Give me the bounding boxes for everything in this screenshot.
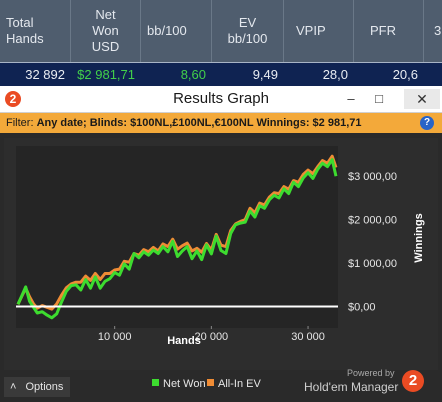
y-tick-label: $2 000,00 [348, 215, 397, 227]
header-ev-bb100[interactable]: EV bb/100 [212, 0, 284, 62]
legend-swatch [207, 379, 214, 386]
stats-table-header: Total Hands Net Won USD bb/100 EV bb/100… [0, 0, 442, 63]
y-tick-label: $0,00 [348, 301, 376, 313]
brand-name: Hold'em Manager [304, 380, 399, 394]
results-graph-window: 2 Results Graph – □ ✕ Filter: Any date; … [0, 86, 442, 402]
window-titlebar[interactable]: 2 Results Graph – □ ✕ [0, 86, 442, 113]
y-axis-label: Winnings [413, 213, 425, 262]
minimize-button[interactable]: – [347, 91, 355, 106]
help-icon[interactable]: ? [420, 116, 434, 130]
header-text: bb/100 [227, 31, 268, 46]
hem2-brand-logo-icon: 2 [402, 370, 424, 392]
results-chart: 10 000 20 000 30 000 $0,00 $1 000,00 $2 000,0… [4, 138, 438, 370]
hem2-logo-icon: 2 [5, 91, 21, 107]
header-3bet[interactable]: 3B [424, 0, 442, 62]
header-text: Net [95, 7, 116, 22]
options-label: Options [25, 381, 64, 393]
results-chart-svg: 10 000 20 000 30 000 $0,00 $1 000,00 $2 000,0… [16, 146, 425, 347]
header-text: VPIP [296, 23, 326, 38]
header-text: PFR [370, 23, 396, 38]
maximize-button[interactable]: □ [375, 91, 383, 106]
header-net-won[interactable]: Net Won USD [71, 0, 141, 62]
x-axis-label: Hands [167, 335, 201, 347]
x-tick-label: 20 000 [195, 331, 229, 343]
header-text: Hands [6, 31, 44, 46]
header-total-hands[interactable]: Total Hands [0, 0, 71, 62]
value-bb100: 8,60 [180, 67, 206, 82]
y-tick-label: $1 000,00 [348, 258, 397, 270]
legend-all-in-ev: All-In EV [207, 378, 261, 390]
y-tick-label: $3 000,00 [348, 171, 397, 183]
x-tick-label: 10 000 [98, 331, 132, 343]
legend-net-won: Net Won [152, 378, 206, 390]
stats-table-row[interactable]: 32 892 $2 981,71 8,60 9,49 28,0 20,6 [0, 62, 442, 86]
options-button[interactable]: ˄ Options [4, 377, 70, 397]
header-text: Won [92, 23, 119, 38]
value-pfr: 20,6 [392, 67, 418, 82]
header-vpip[interactable]: VPIP [284, 0, 354, 62]
header-text: bb/100 [147, 23, 187, 38]
header-pfr[interactable]: PFR [354, 0, 424, 62]
filter-text: Any date; Blinds: $100NL,£100NL,€100NL W… [36, 117, 362, 129]
legend-swatch [152, 379, 159, 386]
header-bb100[interactable]: bb/100 [141, 0, 212, 62]
window-footer: ˄ Options Net Won All-In EV Powered by H… [0, 368, 442, 402]
header-text: EV [238, 15, 257, 30]
header-text: USD [91, 39, 120, 54]
value-ev-bb100: 9,49 [252, 67, 278, 82]
filter-label: Filter: [6, 117, 34, 129]
header-text: 3B [434, 23, 442, 38]
close-button[interactable]: ✕ [404, 89, 440, 109]
powered-by-text: Powered by [347, 368, 395, 378]
series-line-net-won [16, 158, 338, 320]
chevron-up-icon: ˄ [10, 381, 17, 393]
legend-label: Net Won [163, 378, 206, 390]
value-vpip: 28,0 [322, 67, 348, 82]
value-total-hands: 32 892 [25, 67, 65, 82]
filter-bar: Filter: Any date; Blinds: $100NL,£100NL,… [0, 113, 442, 133]
plot-area [16, 146, 338, 328]
value-net-won: $2 981,71 [77, 67, 135, 82]
window-title: Results Graph [173, 90, 269, 107]
legend-label: All-In EV [218, 378, 261, 390]
x-tick-label: 30 000 [291, 331, 325, 343]
header-text: Total [6, 15, 34, 30]
